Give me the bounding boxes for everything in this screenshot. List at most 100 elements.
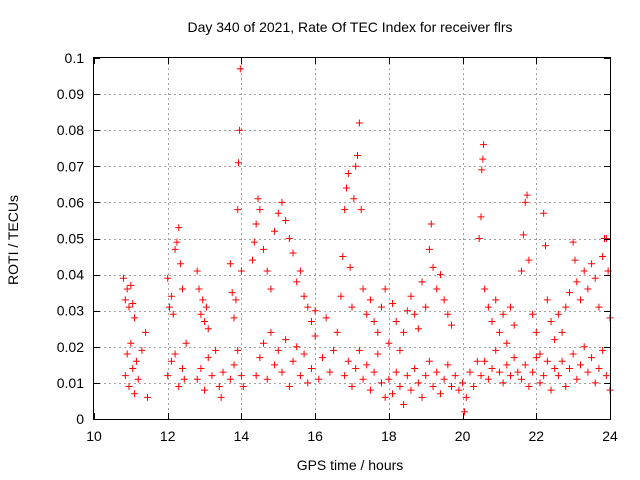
data-point	[333, 328, 341, 336]
data-point	[392, 318, 400, 326]
data-point	[554, 372, 562, 380]
data-point	[123, 285, 131, 293]
data-point	[171, 245, 179, 253]
data-point	[237, 372, 245, 380]
data-point	[344, 357, 352, 365]
data-point	[433, 285, 441, 293]
data-point	[250, 238, 258, 246]
chart-title: Day 340 of 2021, Rate Of TEC Index for r…	[187, 19, 512, 35]
data-point	[499, 379, 507, 387]
data-point	[588, 260, 596, 268]
data-point	[460, 408, 468, 416]
x-tick-label: 22	[528, 428, 544, 444]
data-point	[377, 303, 385, 311]
data-point	[370, 368, 378, 376]
x-tick-labels: 10 12 14 16 18 20 22 24	[86, 428, 618, 444]
data-point	[403, 372, 411, 380]
data-point	[414, 325, 422, 333]
data-point	[132, 357, 140, 365]
data-point	[455, 386, 463, 394]
data-point	[304, 379, 312, 387]
data-point	[573, 375, 581, 383]
data-point	[204, 354, 212, 362]
data-point	[260, 339, 268, 347]
data-point	[129, 299, 137, 307]
data-point	[525, 256, 533, 264]
data-point	[296, 372, 304, 380]
data-point	[396, 383, 404, 391]
data-point	[274, 209, 282, 217]
data-point	[506, 303, 514, 311]
data-point	[481, 285, 489, 293]
data-point	[591, 379, 599, 387]
data-point	[164, 372, 172, 380]
data-point	[492, 296, 500, 304]
data-point	[337, 292, 345, 300]
data-point	[230, 361, 238, 369]
data-point	[599, 346, 607, 354]
data-point	[293, 343, 301, 351]
data-point	[370, 318, 378, 326]
data-point	[289, 357, 297, 365]
data-point	[481, 357, 489, 365]
data-point	[366, 386, 374, 394]
y-tick-label: 0.01	[57, 375, 84, 391]
data-point	[278, 198, 286, 206]
data-point	[532, 328, 540, 336]
data-point	[271, 227, 279, 235]
data-point	[282, 216, 290, 224]
data-point	[350, 195, 358, 203]
y-tick-labels: 0 0.01 0.02 0.03 0.04 0.05 0.06 0.07 0.08 0.09 0.1	[57, 50, 84, 427]
data-point	[341, 206, 349, 214]
data-point	[448, 383, 456, 391]
data-point	[239, 383, 247, 391]
data-point	[355, 119, 363, 127]
data-point	[542, 242, 549, 250]
data-point	[440, 375, 448, 383]
data-point	[403, 307, 411, 315]
data-point	[462, 393, 470, 401]
data-point	[451, 372, 459, 380]
data-point	[201, 386, 209, 394]
data-point	[503, 361, 511, 369]
data-point	[440, 296, 448, 304]
data-point	[427, 220, 435, 228]
data-point	[129, 364, 137, 372]
data-point	[359, 285, 367, 293]
data-point	[167, 357, 175, 365]
data-point	[300, 292, 308, 300]
data-point	[429, 263, 437, 271]
data-point	[252, 220, 260, 228]
data-point	[285, 383, 293, 391]
data-point	[285, 235, 293, 242]
data-point	[346, 263, 354, 271]
data-point	[171, 350, 179, 358]
data-point	[293, 278, 301, 286]
data-point	[344, 170, 352, 178]
plot-frame	[93, 57, 611, 420]
data-point	[228, 289, 236, 297]
data-point	[525, 383, 533, 391]
data-point	[252, 372, 260, 380]
data-point	[260, 245, 268, 253]
data-point	[202, 303, 210, 311]
data-point	[348, 383, 356, 391]
data-point	[381, 285, 389, 293]
data-point	[459, 379, 467, 387]
data-point	[138, 346, 146, 354]
data-point	[495, 368, 503, 376]
data-point	[354, 151, 362, 159]
data-point	[180, 375, 188, 383]
data-point	[204, 325, 212, 333]
data-point	[164, 274, 172, 282]
x-tick-label: 10	[86, 428, 102, 444]
data-point	[466, 368, 474, 376]
data-point	[510, 354, 518, 362]
data-point	[571, 256, 579, 264]
data-point	[543, 296, 551, 304]
data-point	[503, 339, 511, 347]
data-point	[121, 296, 129, 304]
data-point	[551, 364, 559, 372]
data-point	[484, 303, 492, 311]
data-point	[237, 267, 245, 275]
